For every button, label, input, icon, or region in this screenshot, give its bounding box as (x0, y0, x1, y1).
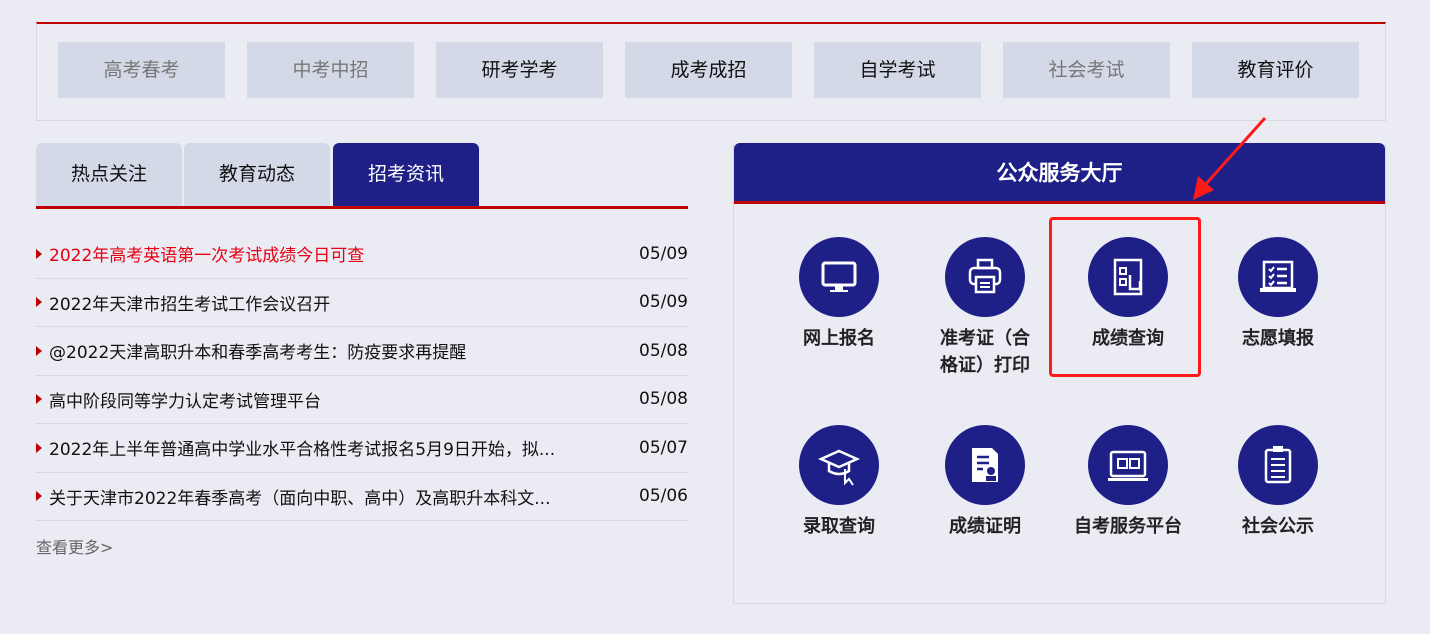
bullet-icon (36, 297, 42, 308)
nav-zixue[interactable]: 自学考试 (814, 42, 981, 98)
news-title: 2022年天津市招生考试工作会议召开 (49, 294, 331, 315)
nav-jiaoyu-pingjia[interactable]: 教育评价 (1192, 42, 1359, 98)
news-item[interactable]: 2022年天津市招生考试工作会议召开 05/09 (36, 279, 688, 327)
bullet-icon (36, 248, 42, 259)
service-certificate[interactable]: 成绩证明 (915, 425, 1055, 540)
news-item[interactable]: 高中阶段同等学力认定考试管理平台 05/08 (36, 376, 688, 424)
news-item[interactable]: @2022天津高职升本和春季高考考生：防疫要求再提醒 05/08 (36, 327, 688, 376)
service-label: 成绩查询 (1092, 328, 1164, 349)
nav-gaokao-chunkao[interactable]: 高考春考 (58, 42, 225, 98)
news-date: 05/06 (639, 486, 688, 507)
news-list: 2022年高考英语第一次考试成绩今日可查 05/09 2022年天津市招生考试工作… (36, 230, 688, 521)
service-online-platform[interactable]: 自考服务平台 (1058, 425, 1198, 540)
printer-icon (945, 237, 1025, 317)
tab-hot[interactable]: 热点关注 (36, 143, 182, 206)
score-query-icon (1088, 237, 1168, 317)
bullet-icon (36, 394, 42, 405)
nav-chengkao[interactable]: 成考成招 (625, 42, 792, 98)
service-clipboard[interactable]: 社会公示 (1208, 425, 1348, 540)
service-label: 准考证（合格证）打印 (940, 328, 1030, 376)
service-label: 社会公示 (1242, 516, 1314, 537)
service-label: 录取查询 (803, 516, 875, 537)
certificate-icon (945, 425, 1025, 505)
bullet-icon (36, 345, 42, 356)
nav-zhongkao[interactable]: 中考中招 (247, 42, 414, 98)
service-label: 成绩证明 (949, 516, 1021, 537)
news-title: 2022年高考英语第一次考试成绩今日可查 (49, 246, 365, 267)
news-item[interactable]: 关于天津市2022年春季高考（面向中职、高中）及高职升本科文... 05/06 (36, 473, 688, 521)
clipboard-icon (1238, 425, 1318, 505)
tab-education-news[interactable]: 教育动态 (184, 143, 330, 206)
news-date: 05/08 (639, 389, 688, 410)
service-checklist-laptop[interactable]: 志愿填报 (1208, 237, 1348, 352)
monitor-icon (799, 237, 879, 317)
checklist-laptop-icon (1238, 237, 1318, 317)
news-title: 关于天津市2022年春季高考（面向中职、高中）及高职升本科文... (49, 488, 551, 509)
bullet-icon (36, 491, 42, 502)
highlight-box (1049, 217, 1201, 377)
service-label: 自考服务平台 (1074, 516, 1182, 537)
service-monitor[interactable]: 网上报名 (769, 237, 909, 352)
news-item[interactable]: 2022年上半年普通高中学业水平合格性考试报名5月9日开始，拟... 05/07 (36, 424, 688, 473)
bullet-icon (36, 442, 42, 453)
service-hall-title: 公众服务大厅 (734, 143, 1385, 204)
news-date: 05/09 (639, 292, 688, 313)
view-more-link[interactable]: 查看更多> (36, 538, 114, 557)
public-service-hall: 公众服务大厅 (733, 143, 1386, 604)
nav-yankao-xuekao[interactable]: 研考学考 (436, 42, 603, 98)
tab-admission-info[interactable]: 招考资讯 (333, 143, 479, 206)
news-date: 05/07 (639, 437, 688, 458)
news-date: 05/08 (639, 340, 688, 361)
service-label: 志愿填报 (1242, 328, 1314, 349)
news-date: 05/09 (639, 243, 688, 264)
news-item[interactable]: 2022年高考英语第一次考试成绩今日可查 05/09 (36, 230, 688, 279)
news-title: 2022年上半年普通高中学业水平合格性考试报名5月9日开始，拟... (49, 440, 556, 461)
news-title: @2022天津高职升本和春季高考考生：防疫要求再提醒 (49, 343, 467, 364)
service-score-query[interactable]: 成绩查询 (1058, 237, 1198, 352)
graduation-cap-icon (799, 425, 879, 505)
news-title: 高中阶段同等学力认定考试管理平台 (49, 391, 321, 412)
service-label: 网上报名 (803, 328, 875, 349)
service-printer[interactable]: 准考证（合格证）打印 (915, 237, 1055, 379)
online-platform-icon (1088, 425, 1168, 505)
exam-category-nav: 高考春考 中考中招 研考学考 成考成招 自学考试 社会考试 教育评价 (36, 22, 1386, 121)
nav-shehui[interactable]: 社会考试 (1003, 42, 1170, 98)
service-graduation-cap[interactable]: 录取查询 (769, 425, 909, 540)
news-tabs: 热点关注 教育动态 招考资讯 (36, 143, 688, 209)
